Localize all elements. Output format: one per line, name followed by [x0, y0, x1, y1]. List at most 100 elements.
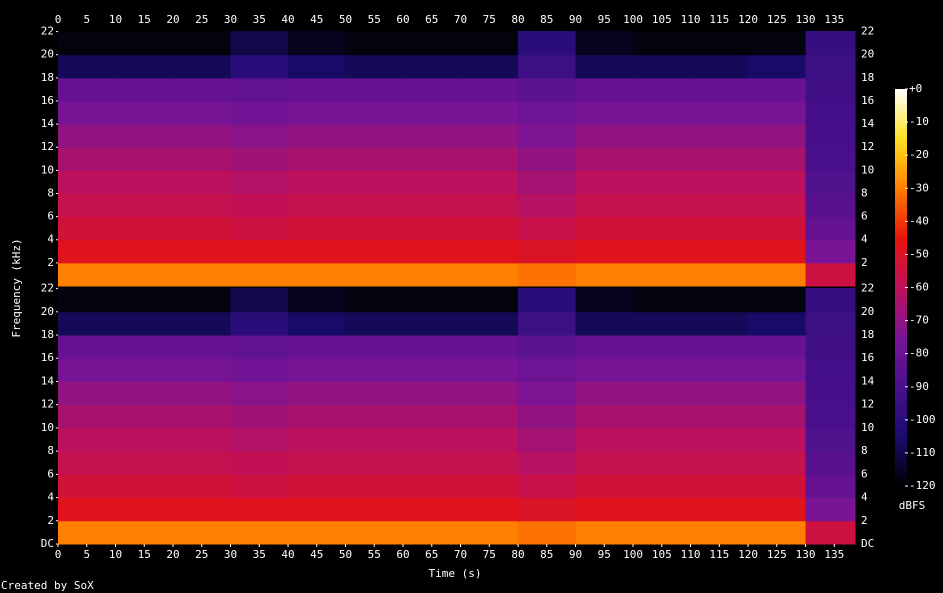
spectrogram-cell	[230, 335, 289, 359]
y-tick-label: 20	[41, 305, 54, 318]
y-tick-label: 22	[41, 282, 54, 295]
spectrogram-cell	[518, 358, 577, 382]
spectrogram-cell	[633, 451, 692, 475]
spectrogram-cell	[690, 262, 749, 287]
x-tick-label-top: 75	[483, 13, 496, 26]
spectrogram-cell	[633, 170, 692, 194]
x-tick-label: 115	[709, 548, 729, 561]
spectrogram-cell	[345, 497, 404, 522]
spectrogram-cell	[115, 381, 174, 406]
spectrogram-cell	[690, 100, 749, 125]
spectrogram-cell	[575, 311, 634, 336]
spectrogram-cell	[173, 216, 232, 241]
x-tick-label-top: 30	[224, 13, 237, 26]
spectrogram-cell	[58, 335, 117, 359]
spectrogram-cell	[345, 358, 404, 382]
y-tick-label-right: 14	[861, 117, 875, 130]
x-tick-label: 95	[598, 548, 611, 561]
x-tick-label: 105	[652, 548, 672, 561]
colorbar-tick-label: -70	[909, 314, 929, 327]
spectrogram-cell	[403, 216, 462, 241]
x-tick-label-top: 80	[511, 13, 524, 26]
spectrogram-cell	[115, 427, 174, 452]
spectrogram-cell	[403, 335, 462, 359]
x-tick-label: 75	[483, 548, 496, 561]
colorbar-label: dBFS	[899, 499, 926, 512]
spectrogram-cell	[805, 31, 856, 56]
spectrogram-cell	[748, 520, 807, 545]
spectrogram-cell	[518, 262, 577, 287]
y-tick-label-right: 12	[861, 140, 874, 153]
spectrogram-cell	[575, 193, 634, 218]
spectrogram-cell	[748, 497, 807, 522]
spectrogram-cell	[805, 170, 856, 194]
spectrogram-cell	[460, 358, 519, 382]
spectrogram-cell	[633, 497, 692, 522]
x-tick-label: 10	[109, 548, 122, 561]
x-tick-label: 0	[55, 548, 62, 561]
spectrogram-cell	[173, 170, 232, 194]
spectrogram-cell	[460, 335, 519, 359]
spectrogram-cell	[748, 77, 807, 102]
spectrogram-cell	[403, 381, 462, 406]
spectrogram-cell	[345, 451, 404, 475]
spectrogram-cell	[173, 262, 232, 287]
spectrogram-cell	[345, 311, 404, 336]
x-tick-label: 130	[796, 548, 816, 561]
spectrogram-cell	[288, 358, 347, 382]
spectrogram-cell	[115, 520, 174, 545]
spectrogram-cell	[230, 100, 289, 125]
spectrogram-cell	[58, 124, 117, 148]
spectrogram-cell	[115, 497, 174, 522]
spectrogram-cell	[460, 31, 519, 56]
x-axis-label: Time (s)	[429, 567, 482, 580]
colorbar-tick-label: -20	[909, 148, 929, 161]
colorbar-tick-label: -10	[909, 115, 929, 128]
spectrogram-cell	[115, 311, 174, 336]
spectrogram-cell	[690, 497, 749, 522]
spectrogram-cell	[575, 427, 634, 452]
spectrogram-cell	[173, 497, 232, 522]
spectrogram-cell	[518, 381, 577, 406]
spectrogram-cell	[173, 124, 232, 148]
spectrogram-cell	[748, 381, 807, 406]
spectrogram-cell	[748, 427, 807, 452]
spectrogram-cell	[115, 193, 174, 218]
x-tick-label: 85	[540, 548, 553, 561]
spectrogram-cell	[518, 404, 577, 429]
spectrogram-cell	[58, 147, 117, 171]
spectrogram-cell	[345, 31, 404, 56]
spectrogram-cell	[345, 193, 404, 218]
y-tick-label: 2	[47, 256, 54, 269]
spectrogram-cell	[748, 124, 807, 148]
y-tick-label-right: 8	[861, 186, 868, 199]
spectrogram-cell	[690, 451, 749, 475]
x-tick-label: 25	[195, 548, 208, 561]
spectrogram-cell	[633, 147, 692, 171]
spectrogram-cell	[345, 520, 404, 545]
spectrogram-cell	[115, 335, 174, 359]
spectrogram-cell	[115, 358, 174, 382]
spectrogram-cell	[230, 31, 289, 56]
spectrogram-cell	[173, 311, 232, 336]
spectrogram-cell	[173, 451, 232, 475]
spectrogram-cell	[633, 358, 692, 382]
spectrogram-cell	[633, 54, 692, 79]
colorbar	[895, 89, 907, 486]
x-tick-label: 35	[253, 548, 266, 561]
spectrogram-cell	[575, 77, 634, 102]
spectrogram-cell	[575, 358, 634, 382]
spectrogram-cell	[403, 262, 462, 287]
spectrogram-cell	[575, 147, 634, 171]
spectrogram-cell	[748, 100, 807, 125]
spectrogram-cell	[460, 381, 519, 406]
y-tick-label: 16	[41, 94, 54, 107]
spectrogram-cell	[575, 497, 634, 522]
spectrogram-cell	[575, 124, 634, 148]
spectrogram-cell	[460, 124, 519, 148]
spectrogram-cell	[575, 100, 634, 125]
spectrogram-cell	[288, 404, 347, 429]
spectrogram-cell	[403, 239, 462, 264]
spectrogram-cell	[403, 100, 462, 125]
